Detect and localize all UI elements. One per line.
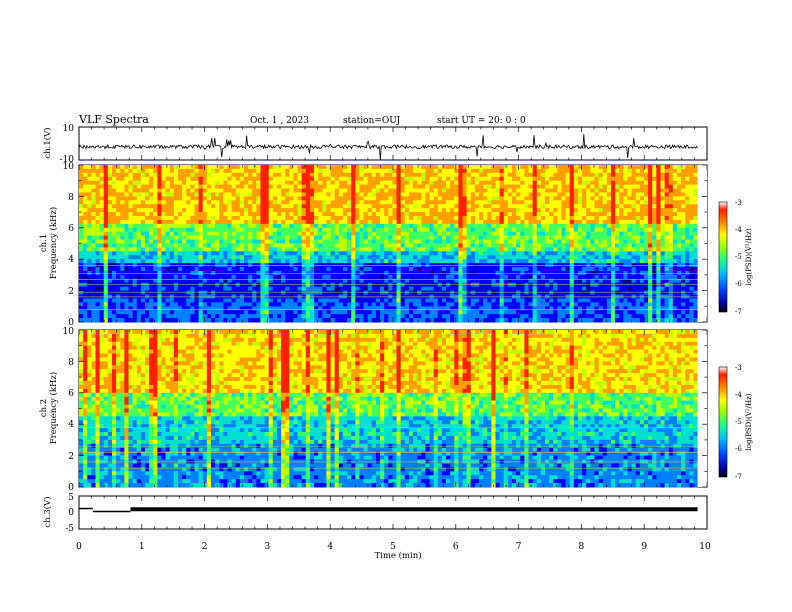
ch3-ytick-5: 5 — [68, 493, 74, 503]
date-label: Oct. 1 , 2023 — [250, 116, 309, 126]
xtick-3: 3 — [265, 542, 271, 552]
cb1-label: log(PSD)(V²/Hz) — [745, 228, 753, 285]
colorbar-ch1-scale — [718, 201, 728, 313]
ch3-waveform-ylabel: ch.3(V) — [42, 496, 53, 527]
ch1-ytick-2: 2 — [68, 287, 74, 297]
ch1-ytick-0: 0 — [68, 318, 74, 328]
ch1-waveform-ylabel: ch.1(V) — [42, 127, 53, 158]
ch1-channel-label: ch.1 — [39, 234, 49, 252]
colorbar-ch2-scale — [718, 366, 728, 478]
cb2-tick-6: -6 — [735, 445, 742, 453]
cb1-tick-3: -3 — [735, 199, 742, 207]
cb1-tick-4: -4 — [735, 226, 742, 234]
ch1-ytick-10: 10 — [63, 124, 75, 134]
ch1-spectrogram-image — [79, 165, 707, 323]
xtick-6: 6 — [453, 542, 459, 552]
ch1-ytick-6: 6 — [68, 224, 74, 234]
axis-ticks — [78, 127, 708, 529]
xtick-9: 9 — [641, 542, 647, 552]
ch1-frequency-ylabel: Frequency (kHz) — [48, 207, 59, 279]
cb1-tick-5: -5 — [735, 253, 742, 261]
ch1-waveform-trace — [78, 134, 698, 161]
x-tick-labels: 0 1 2 3 4 5 6 7 8 9 10 — [76, 542, 711, 552]
xtick-4: 4 — [327, 542, 333, 552]
ch2-ytick-4: 4 — [68, 420, 74, 430]
ch2-spectrogram-image — [79, 330, 707, 488]
start-ut-label: start UT = 20: 0 : 0 — [437, 116, 526, 126]
colorbar-ch2: -3 -4 -5 -6 -7 log(PSD)(V²/Hz) — [718, 364, 753, 481]
cb2-tick-3: -3 — [735, 364, 742, 372]
colorbar-ch1: -3 -4 -5 -6 -7 log(PSD)(V²/Hz) — [718, 199, 753, 316]
ch3-ytick-0: 0 — [68, 508, 74, 518]
cb2-tick-4: -4 — [735, 391, 742, 399]
ch2-ytick-0: 0 — [68, 483, 74, 493]
xtick-10: 10 — [699, 542, 711, 552]
ch1-ytick-8: 8 — [68, 193, 74, 203]
ch2-ytick-8: 8 — [68, 358, 74, 368]
ch1-ytick-10k: 10 — [63, 162, 75, 172]
ch2-channel-label: ch.2 — [39, 399, 49, 417]
x-axis-title: Time (min) — [374, 550, 421, 561]
xtick-0: 0 — [76, 542, 82, 552]
ch2-ytick-2: 2 — [68, 452, 74, 462]
xtick-5: 5 — [390, 542, 396, 552]
xtick-2: 2 — [202, 542, 208, 552]
ch1-ytick-4: 4 — [68, 255, 74, 265]
ch3-waveform-trace — [79, 507, 698, 513]
ch2-frequency-ylabel: Frequency (kHz) — [48, 372, 59, 444]
cb2-tick-7: -7 — [735, 473, 742, 481]
station-label: station=OUJ — [343, 116, 401, 126]
xtick-7: 7 — [516, 542, 522, 552]
xtick-8: 8 — [579, 542, 585, 552]
ch2-ytick-6: 6 — [68, 389, 74, 399]
cb2-label: log(PSD)(V²/Hz) — [745, 393, 753, 450]
xtick-1: 1 — [139, 542, 145, 552]
ch1-ytick-neg10: -10 — [60, 155, 75, 165]
ch3-ytick-neg5: -5 — [65, 524, 74, 534]
cb1-tick-7: -7 — [735, 308, 742, 316]
cb2-tick-5: -5 — [735, 418, 742, 426]
ch2-ytick-10k: 10 — [63, 327, 75, 337]
figure-title: VLF Spectra — [78, 113, 149, 126]
cb1-tick-6: -6 — [735, 280, 742, 288]
